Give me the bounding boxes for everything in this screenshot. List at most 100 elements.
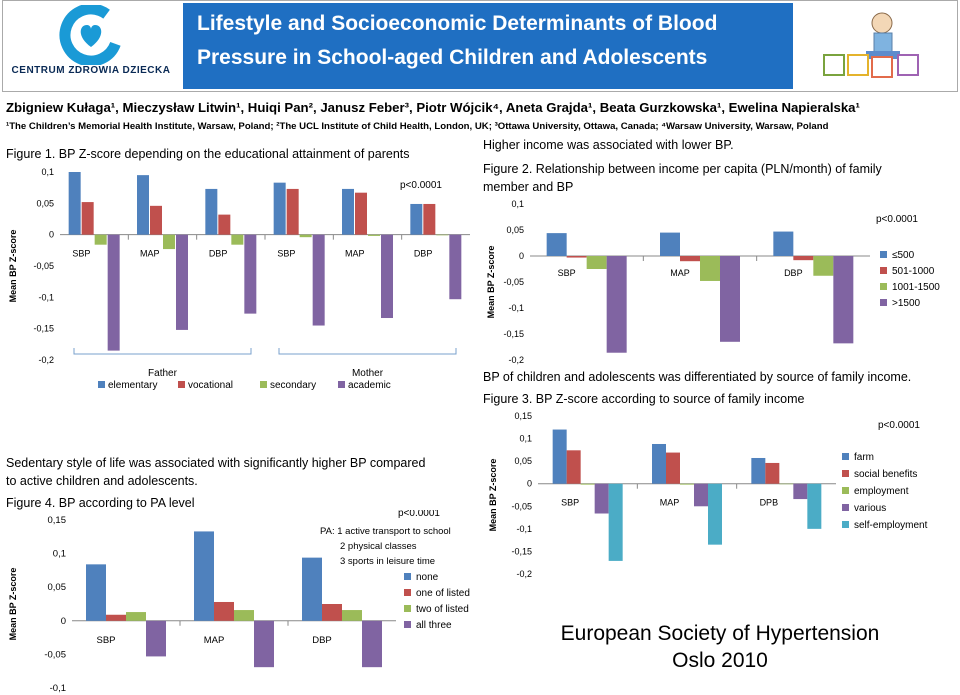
fig3-category-label: SBP: [561, 498, 579, 508]
sedentary-line1: Sedentary style of life was associated w…: [6, 456, 426, 470]
fig1-bar: [163, 234, 175, 250]
fig4-caption: Figure 4. BP according to PA level: [6, 496, 195, 510]
child-illustration: [818, 5, 938, 89]
fig2-chart: 0,1 0,05 0 -0,05 -0,1 -0,15 -0,2 Mean BP Z-scor…: [486, 199, 940, 365]
fig2-ytick-label: -0,05: [503, 277, 524, 287]
fig2-bar: [773, 231, 794, 256]
fig2-bar: [546, 233, 567, 256]
fig1-bar: [231, 234, 244, 245]
fig1-bar: [68, 172, 81, 235]
fig4-ytick-label: 0,1: [53, 549, 66, 560]
fig1-bar: [137, 175, 149, 235]
fig1-ytick-label: -0,15: [33, 324, 54, 334]
fig4-bar: [194, 531, 214, 621]
fig3-bar: [680, 483, 694, 485]
poster-banner: CENTRUM ZDROWIA DZIECKA Lifestyle and So…: [2, 0, 958, 92]
fig1-caption: Figure 1. BP Z-score depending on the ed…: [6, 147, 410, 161]
fig1-bar: [244, 234, 257, 314]
fig4-ytick-label: -0,1: [50, 683, 66, 694]
fig3-bar: [779, 483, 794, 485]
fig1-y-axis-label: Mean BP Z-score: [8, 230, 18, 303]
fig1-legend-label: academic: [348, 380, 391, 391]
fig2-category-label: MAP: [670, 268, 690, 278]
fig2-legend-swatch: [880, 267, 887, 274]
income-statement: Higher income was associated with lower …: [483, 138, 734, 152]
title-band: Lifestyle and Socioeconomic Determinants…: [183, 3, 793, 89]
affiliations: ¹The Children’s Memorial Health Institut…: [6, 121, 829, 132]
fig4-legend-label: two of listed: [416, 604, 469, 615]
fig1-bar: [150, 205, 162, 235]
fig2-category-label: SBP: [558, 268, 576, 278]
fig4-y-axis-label: Mean BP Z-score: [8, 568, 18, 641]
fig4-bar: [342, 610, 362, 621]
fig1-bar: [312, 234, 325, 326]
fig3-legend-label: various: [854, 503, 886, 514]
fig1-bar: [423, 203, 436, 235]
fig1-ytick-label: -0,05: [33, 261, 54, 271]
fig1-legend-swatch: [338, 381, 345, 388]
fig1-category-label: MAP: [345, 249, 365, 259]
fig4-ytick-label: -0,05: [44, 649, 66, 660]
fig3-bar: [580, 483, 595, 485]
poster-title: Lifestyle and Socioeconomic Determinants…: [197, 12, 718, 69]
fig1-legend-swatch: [98, 381, 105, 388]
fig1-bar: [368, 234, 380, 236]
fig2-legend-swatch: [880, 251, 887, 258]
fig3-ytick-label: -0,15: [511, 546, 532, 556]
fig2-category-label: DBP: [784, 268, 803, 278]
fig3-legend-swatch: [842, 470, 849, 477]
fig4-bar: [146, 620, 166, 657]
fig3-bar: [708, 483, 722, 545]
logo-text: CENTRUM ZDROWIA DZIECKA: [11, 65, 171, 76]
fig3-bar: [552, 429, 567, 484]
fig2-ytick-label: -0,1: [508, 303, 524, 313]
fig4-legend-label: one of listed: [416, 588, 470, 599]
fig2-bar: [833, 256, 854, 344]
fig1-bar: [449, 234, 462, 300]
fig4-bar: [214, 601, 234, 621]
fig1-category-label: SBP: [277, 249, 295, 259]
fig4-ytick-label: 0: [61, 616, 66, 627]
fig1-legend-label: vocational: [188, 380, 233, 391]
fig2-bar: [586, 256, 607, 269]
fig1-legend-swatch: [260, 381, 267, 388]
fig2-legend-label: >1500: [892, 298, 921, 309]
fig3-legend-label: farm: [854, 452, 874, 463]
footer-society: European Society of Hypertension: [560, 622, 880, 645]
fig4-bar: [234, 610, 254, 621]
fig4-legend-swatch: [404, 605, 411, 612]
fig1-chart: 0,1 0,05 0 -0,05 -0,1 -0,15 -0,2 Mean BP Z-scor…: [8, 167, 470, 391]
footer-location: Oslo 2010: [672, 649, 768, 672]
fig1-bar: [107, 234, 120, 351]
fig2-caption-line1: Figure 2. Relationship between income pe…: [483, 162, 882, 176]
fig2-ytick-label: -0,15: [503, 329, 524, 339]
fig1-bar: [205, 188, 218, 235]
fig3-chart: 0,15 0,1 0,05 0 -0,05 -0,1 -0,15 -0,2 Mean BP Z-…: [488, 411, 928, 579]
fig1-bar: [410, 203, 423, 235]
source-statement: BP of children and adolescents was diffe…: [483, 370, 912, 384]
fig3-legend-swatch: [842, 453, 849, 460]
fig3-bar: [793, 483, 808, 500]
fig3-legend-swatch: [842, 521, 849, 528]
fig2-legend-label: 501-1000: [892, 266, 935, 277]
fig1-group-label: Mother: [352, 368, 384, 379]
fig1-bar: [81, 202, 94, 235]
fig1-legend-swatch: [178, 381, 185, 388]
author-list: Zbigniew Kułaga¹, Mieczysław Litwin¹, Hu…: [6, 100, 860, 115]
fig4-bar: [322, 604, 342, 621]
fig1-category-label: DBP: [414, 249, 433, 259]
fig4-legend-label: none: [416, 572, 439, 583]
fig4-category-label: MAP: [204, 635, 225, 646]
fig2-bar: [720, 256, 740, 342]
fig3-ytick-label: -0,2: [516, 569, 532, 579]
fig2-bar: [660, 232, 680, 256]
fig1-bar: [94, 234, 107, 245]
fig2-legend-swatch: [880, 299, 887, 306]
fig2-ytick-label: -0,2: [508, 355, 524, 365]
fig1-ytick-label: -0,2: [38, 355, 54, 365]
fig4-bar: [86, 564, 106, 621]
fig2-bar: [700, 256, 720, 281]
fig4-bar: [126, 612, 146, 621]
fig3-bar: [694, 483, 708, 507]
fig2-legend-label: ≤500: [892, 250, 915, 261]
